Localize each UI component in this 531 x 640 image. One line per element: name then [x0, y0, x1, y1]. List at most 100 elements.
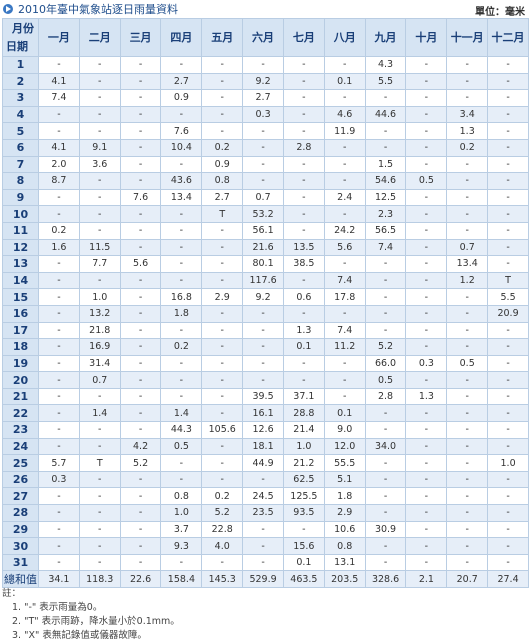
rain-cell: 1.0: [160, 504, 203, 522]
rain-cell: -: [446, 288, 489, 306]
rain-cell: 1.6: [38, 238, 80, 257]
day-cell: 28: [2, 504, 39, 522]
day-cell: 3: [2, 89, 39, 107]
rain-cell: -: [38, 421, 80, 439]
rain-cell: 9.2: [242, 288, 284, 306]
rain-cell: -: [201, 221, 244, 240]
day-cell: 19: [2, 354, 39, 373]
rain-cell: -: [405, 321, 448, 340]
rain-cell: -: [242, 321, 284, 340]
rain-cell: 1.3: [282, 321, 325, 340]
rain-cell: -: [38, 338, 80, 356]
day-cell: 20: [2, 371, 39, 389]
day-cell: 24: [2, 437, 39, 456]
rain-cell: 16.1: [242, 404, 284, 423]
rain-cell: -: [201, 255, 244, 273]
rain-cell: -: [160, 105, 203, 124]
rain-cell: -: [282, 188, 325, 207]
rain-cell: -: [323, 172, 366, 190]
day-cell: 4: [2, 105, 39, 124]
rain-cell: -: [38, 487, 80, 506]
rain-cell: -: [487, 553, 529, 572]
rain-cell: -: [119, 470, 162, 489]
day-row: 15-1.0-16.8 2.9 9.2 0.6 17.8- - -5.5: [2, 288, 529, 306]
rain-cell: 1.8: [160, 304, 203, 323]
rain-cell: -: [282, 105, 325, 124]
rain-cell: 0.1: [323, 404, 366, 423]
rain-cell: -: [446, 437, 489, 456]
unit: 單位：毫米: [475, 7, 525, 18]
day-cell: 5: [2, 122, 39, 140]
rain-cell: -: [242, 304, 284, 323]
total-cell: 158.4: [160, 570, 203, 588]
day-cell: 1: [2, 56, 39, 74]
rain-cell: -: [364, 487, 407, 506]
rain-cell: -: [242, 470, 284, 489]
rain-cell: -: [487, 72, 529, 91]
total-cell: 34.1: [38, 570, 80, 588]
rain-cell: -: [201, 454, 244, 472]
rain-cell: -: [487, 89, 529, 107]
rain-cell: -: [119, 338, 162, 356]
rain-cell: 44.6: [364, 105, 407, 124]
rain-cell: -: [487, 387, 529, 406]
rain-cell: -: [78, 172, 121, 190]
rain-cell: -: [201, 404, 244, 423]
rain-cell: -: [242, 371, 284, 389]
rain-cell: -: [487, 338, 529, 356]
day-row: 30- - -9.3 4.0-15.6 0.8- - - -: [2, 537, 529, 555]
rain-cell: -: [119, 89, 162, 107]
day-row: 4- - - - -0.3-4.6 44.6-3.4-: [2, 105, 529, 124]
rain-cell: 5.1: [323, 470, 366, 489]
rain-cell: 0.3: [38, 470, 80, 489]
rain-cell: -: [119, 205, 162, 223]
rain-cell: 2.0: [38, 155, 80, 174]
day-row: 18-16.9-0.2- -0.1 11.2 5.2- - -: [2, 338, 529, 356]
day-cell: 27: [2, 487, 39, 506]
rain-cell: -: [38, 537, 80, 555]
day-row: 5- - -7.6- - -11.9- -1.3-: [2, 122, 529, 140]
rain-cell: -: [160, 221, 203, 240]
rain-cell: T: [201, 205, 244, 223]
rain-cell: -: [38, 520, 80, 539]
rain-cell: -: [38, 371, 80, 389]
rain-cell: -: [201, 371, 244, 389]
day-cell: 16: [2, 304, 39, 323]
rain-cell: -: [364, 138, 407, 157]
rain-cell: 1.3: [405, 387, 448, 406]
rain-cell: 105.6: [201, 421, 244, 439]
day-cell: 25: [2, 454, 39, 472]
rain-cell: 53.2: [242, 205, 284, 223]
day-row: 3 7.4- -0.9-2.7- - - - - -: [2, 89, 529, 107]
rain-cell: -: [119, 321, 162, 340]
rain-cell: -: [242, 338, 284, 356]
rain-cell: 21.4: [282, 421, 325, 439]
rain-cell: 80.1: [242, 255, 284, 273]
day-row: 12 1.6 11.5- - -21.6 13.5 5.6 7.4-0.7-: [2, 238, 529, 257]
rain-cell: -: [119, 537, 162, 555]
note-text: "-" 表示雨量為0。: [24, 602, 103, 613]
rain-cell: -: [119, 288, 162, 306]
rain-cell: -: [487, 221, 529, 240]
rain-cell: 7.7: [78, 255, 121, 273]
month-header: 十二月: [487, 18, 529, 57]
rain-cell: -: [446, 421, 489, 439]
rain-cell: -: [323, 89, 366, 107]
day-row: 11 0.2- - - -56.1-24.2 56.5- - -: [2, 221, 529, 240]
rain-cell: 0.7: [242, 188, 284, 207]
day-cell: 18: [2, 338, 39, 356]
day-cell: 12: [2, 238, 39, 257]
month-header: 二月: [78, 18, 121, 57]
rain-cell: 2.9: [323, 504, 366, 522]
rain-cell: -: [364, 271, 407, 290]
rain-cell: -: [282, 520, 325, 539]
rain-cell: 13.5: [282, 238, 325, 257]
rain-cell: -: [487, 470, 529, 489]
rain-cell: -: [38, 437, 80, 456]
rain-cell: 16.9: [78, 338, 121, 356]
day-cell: 15: [2, 288, 39, 306]
rain-cell: -: [242, 56, 284, 74]
total-cell: 529.9: [242, 570, 284, 588]
rain-cell: 31.4: [78, 354, 121, 373]
